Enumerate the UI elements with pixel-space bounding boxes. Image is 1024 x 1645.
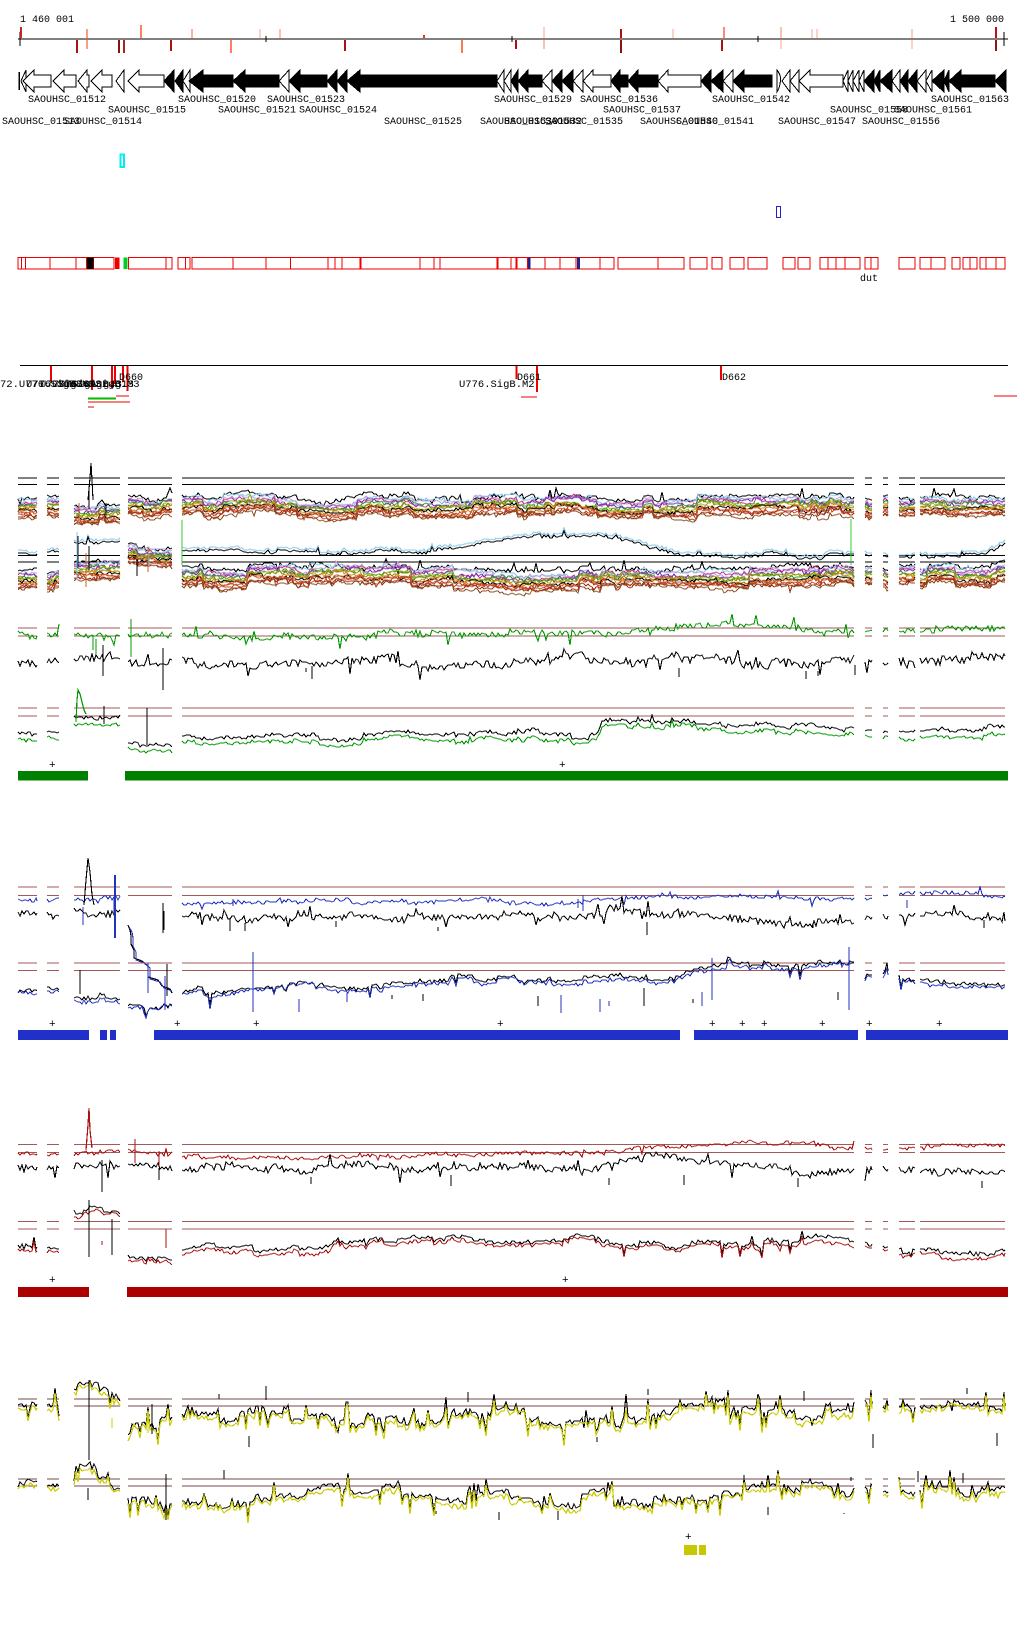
svg-text:+: +: [49, 1275, 56, 1287]
svg-text:D661: D661: [517, 373, 541, 384]
svg-text:+: +: [936, 1019, 943, 1031]
svg-text:+: +: [253, 1019, 260, 1031]
svg-text:SAOUHSC_01542: SAOUHSC_01542: [712, 95, 790, 106]
svg-text:SAOUHSC_01529: SAOUHSC_01529: [494, 95, 572, 106]
svg-text:D660: D660: [119, 373, 143, 384]
svg-text:+: +: [739, 1019, 746, 1031]
svg-text:SAOUHSC_01537: SAOUHSC_01537: [603, 106, 681, 117]
svg-text:72.U776.SigB.N3: 72.U776.SigB.N3: [0, 379, 95, 391]
svg-text:SAOUHSC_01514: SAOUHSC_01514: [64, 117, 142, 128]
svg-text:SAOUHSC_01558: SAOUHSC_01558: [830, 106, 908, 117]
svg-text:U776.SigA.g43: U776.SigA.g43: [40, 379, 122, 391]
svg-text:+: +: [709, 1019, 716, 1031]
svg-text:SAOUHSC_01556: SAOUHSC_01556: [862, 117, 940, 128]
svg-text:D662: D662: [722, 373, 746, 384]
svg-text:SAOUHSC_01536: SAOUHSC_01536: [580, 95, 658, 106]
svg-text:SAOUHSC_01524: SAOUHSC_01524: [299, 106, 377, 117]
svg-text:SAOUHSC_01541: SAOUHSC_01541: [676, 117, 754, 128]
svg-text:1 500 000: 1 500 000: [950, 15, 1004, 26]
svg-text:+: +: [49, 760, 56, 772]
svg-text:SAOUHSC_01530: SAOUHSC_01530: [480, 117, 558, 128]
svg-text:+: +: [497, 1019, 504, 1031]
svg-text:+: +: [819, 1019, 826, 1031]
svg-text:+: +: [174, 1019, 181, 1031]
svg-text:SAOUHSC_01535: SAOUHSC_01535: [545, 117, 623, 128]
svg-text:SAOUHSC_01547: SAOUHSC_01547: [778, 117, 856, 128]
svg-text:SAOUHSC_01532: SAOUHSC_01532: [504, 117, 582, 128]
svg-text:U776.SigB.M2: U776.SigB.M2: [459, 379, 535, 391]
svg-text:SAOUHSC_01520: SAOUHSC_01520: [178, 95, 256, 106]
svg-text:SAOUHSC_01525: SAOUHSC_01525: [384, 117, 462, 128]
svg-text:SAOUHSC_01563: SAOUHSC_01563: [931, 95, 1009, 106]
svg-text:SAOUHSC_01521: SAOUHSC_01521: [218, 106, 296, 117]
svg-text:U776.SigB.M3: U776.SigB.M3: [64, 379, 140, 391]
svg-text:+: +: [562, 1275, 569, 1287]
svg-text:SAOUHSC_01513: SAOUHSC_01513: [2, 117, 80, 128]
svg-text:SAOUHSC_01561: SAOUHSC_01561: [894, 106, 972, 117]
svg-text:SAOUHSC_01540: SAOUHSC_01540: [640, 117, 718, 128]
svg-text:U776.SigB.g13: U776.SigB.g13: [52, 379, 134, 391]
svg-text:+: +: [685, 1532, 692, 1544]
svg-text:SAOUHSC_01515: SAOUHSC_01515: [108, 106, 186, 117]
svg-text:U776.SigB.M3: U776.SigB.M3: [26, 379, 102, 391]
svg-text:+: +: [559, 760, 566, 772]
svg-text:1 460 001: 1 460 001: [20, 15, 74, 26]
svg-text:SAOUHSC_01512: SAOUHSC_01512: [28, 95, 106, 106]
svg-text:+: +: [49, 1019, 56, 1031]
svg-text:SAOUHSC_01523: SAOUHSC_01523: [267, 95, 345, 106]
svg-text:dut: dut: [860, 273, 878, 285]
svg-text:+: +: [761, 1019, 768, 1031]
svg-text:+: +: [866, 1019, 873, 1031]
